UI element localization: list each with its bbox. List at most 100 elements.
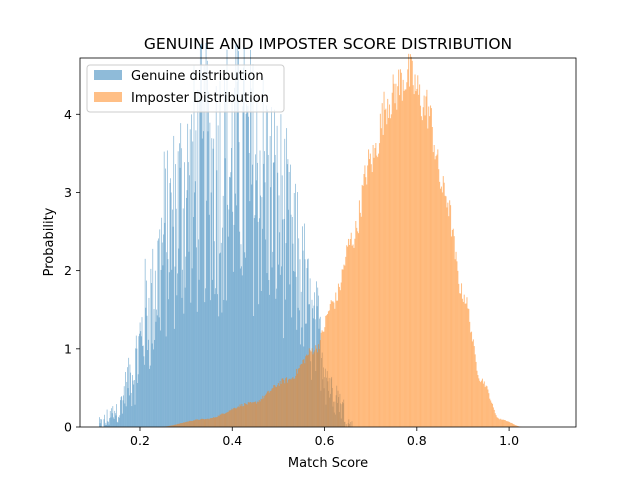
genuine-bar [113, 418, 115, 427]
genuine-bar [255, 180, 257, 427]
imposter-bar [452, 228, 454, 427]
imposter-bar [374, 148, 376, 427]
imposter-bar [285, 378, 287, 427]
genuine-bar [199, 44, 201, 427]
genuine-bar [304, 259, 306, 427]
imposter-bar [357, 231, 359, 427]
imposter-bar [510, 422, 512, 427]
genuine-bar [196, 311, 198, 427]
imposter-bar [170, 425, 172, 427]
imposter-bar [475, 361, 477, 427]
imposter-bar [354, 238, 356, 427]
genuine-bar [172, 209, 173, 427]
genuine-bar [123, 386, 125, 427]
imposter-bar [397, 86, 399, 428]
imposter-bar [314, 350, 316, 427]
imposter-bar [369, 153, 371, 427]
genuine-bar [184, 162, 185, 427]
genuine-bar [126, 381, 128, 427]
imposter-bar [487, 389, 489, 427]
imposter-bar [390, 114, 392, 427]
imposter-bar [316, 348, 318, 427]
genuine-bar [176, 295, 178, 427]
imposter-bar [280, 383, 282, 427]
y-tick-label: 2 [64, 263, 72, 278]
genuine-bar [198, 239, 199, 427]
genuine-bar [288, 209, 289, 427]
genuine-bar [187, 123, 189, 427]
imposter-bar [279, 381, 281, 427]
genuine-bar [237, 47, 239, 428]
imposter-bar [303, 359, 305, 427]
genuine-bar [194, 192, 196, 427]
genuine-bar [229, 177, 231, 427]
imposter-bar [422, 107, 424, 427]
imposter-bar [296, 373, 299, 427]
imposter-bar [341, 269, 343, 427]
genuine-bar [130, 392, 132, 427]
genuine-bar [297, 192, 298, 427]
imposter-bar [494, 413, 496, 427]
genuine-bar [173, 328, 175, 427]
imposter-bar [379, 113, 381, 428]
imposter-bar [194, 419, 196, 427]
genuine-bar [236, 205, 237, 427]
imposter-bar [243, 405, 245, 427]
imposter-bar [349, 239, 351, 427]
genuine-bar [114, 410, 116, 427]
x-tick-label: 0.8 [407, 433, 427, 448]
imposter-bar [174, 424, 176, 427]
imposter-bar [503, 419, 505, 427]
imposter-bar [404, 89, 406, 427]
imposter-bar [477, 375, 479, 427]
genuine-bar [253, 218, 255, 427]
genuine-bar [156, 315, 158, 427]
genuine-bar [217, 294, 218, 427]
imposter-bar [438, 169, 440, 427]
genuine-bar [162, 265, 164, 427]
genuine-bar [222, 195, 224, 427]
genuine-bar [165, 336, 167, 427]
imposter-bar [267, 390, 269, 427]
genuine-bar [262, 77, 264, 427]
legend: Genuine distribution Imposter Distributi… [86, 64, 285, 113]
genuine-bar [135, 335, 137, 427]
imposter-bar [255, 403, 257, 427]
imposter-bar [443, 182, 445, 427]
imposter-bar [409, 86, 411, 427]
genuine-bar [280, 114, 282, 427]
imposter-bar [266, 391, 268, 427]
genuine-bar [149, 368, 150, 427]
imposter-bar [313, 352, 315, 427]
imposter-bar [171, 425, 173, 427]
genuine-bar [262, 228, 263, 427]
genuine-bar [121, 413, 123, 427]
imposter-bar [435, 156, 437, 427]
imposter-bar [326, 315, 328, 427]
genuine-bar [107, 421, 109, 427]
imposter-bar [400, 72, 402, 427]
imposter-bar [265, 393, 268, 427]
imposter-bar [467, 308, 469, 427]
imposter-bar [355, 220, 357, 427]
imposter-bar [193, 420, 196, 427]
imposter-bar [484, 387, 486, 427]
imposter-bar [177, 423, 179, 427]
genuine-bar [170, 178, 171, 427]
genuine-bar [213, 241, 215, 427]
imposter-bar [370, 164, 372, 427]
genuine-bar [246, 111, 248, 428]
y-tick-label: 4 [64, 107, 72, 122]
genuine-bar [224, 158, 226, 428]
imposter-bar [388, 104, 391, 427]
genuine-bar [177, 151, 179, 427]
imposter-bar [501, 419, 504, 427]
imposter-bar [470, 332, 472, 427]
imposter-bar [508, 421, 510, 427]
imposter-bar [192, 420, 194, 427]
genuine-bar [142, 346, 144, 427]
imposter-bar [378, 153, 380, 427]
imposter-bar [304, 363, 306, 427]
imposter-bar [283, 380, 285, 427]
genuine-bar [144, 364, 145, 427]
